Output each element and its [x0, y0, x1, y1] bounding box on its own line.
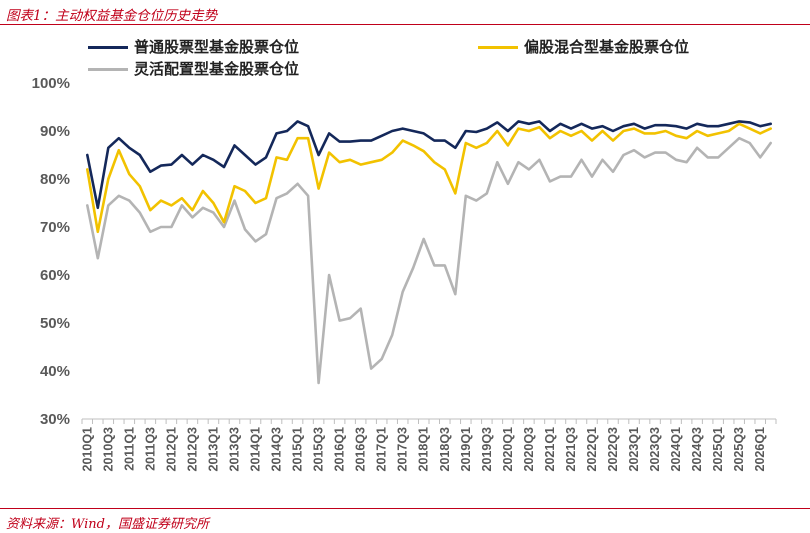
x-axis: 2010Q1 2010Q3 2011Q1 2011Q3 2012Q1 2012Q3 2013… — [80, 418, 777, 472]
x-tick-label: 2018Q3 — [438, 427, 452, 472]
y-axis: 30% 40% 50% 60% 70% 80% 90% 100% — [32, 75, 70, 428]
x-tick-label: 2013Q1 — [206, 427, 220, 472]
x-tick-label: 2012Q1 — [164, 427, 178, 472]
x-tick-label: 2023Q3 — [648, 427, 662, 472]
legend-label-s1: 普通股票型基金股票仓位 — [134, 38, 300, 56]
x-tick-label: 2018Q1 — [417, 427, 431, 472]
series-line-3 — [86, 136, 773, 385]
x-tick-label: 2012Q3 — [185, 427, 199, 472]
legend-swatch-s3 — [88, 68, 128, 71]
x-tick-label: 2023Q1 — [627, 427, 641, 472]
x-tick-label: 2011Q1 — [122, 427, 136, 471]
y-tick-label: 40% — [40, 363, 70, 380]
series-line-2 — [86, 122, 773, 234]
legend-swatch-s1 — [88, 46, 128, 49]
y-tick-label: 90% — [40, 123, 70, 140]
y-tick-label: 80% — [40, 171, 70, 188]
x-tick-label: 2024Q3 — [690, 427, 704, 472]
x-tick-label: 2020Q1 — [501, 427, 515, 472]
y-tick-label: 60% — [40, 267, 70, 284]
legend-label-s3: 灵活配置型基金股票仓位 — [134, 60, 300, 78]
x-tick-label: 2010Q3 — [101, 427, 115, 472]
x-tick-label: 2021Q1 — [543, 427, 557, 472]
x-tick-label: 2025Q1 — [711, 427, 725, 472]
x-tick-label: 2011Q3 — [143, 427, 157, 471]
y-tick-label: 100% — [32, 75, 70, 92]
x-tick-label: 2015Q3 — [312, 427, 326, 472]
x-tick-label: 2015Q1 — [291, 427, 305, 472]
x-tick-label: 2016Q3 — [354, 427, 368, 472]
header-rule — [0, 24, 810, 25]
y-tick-label: 30% — [40, 411, 70, 428]
x-tick-label: 2021Q3 — [564, 427, 578, 472]
legend-item-s3: 灵活配置型基金股票仓位 — [88, 58, 299, 79]
x-tick-label: 2022Q3 — [606, 427, 620, 472]
x-tick-label: 2010Q1 — [80, 427, 94, 472]
legend-item-s2: 偏股混合型基金股票仓位 — [478, 36, 689, 57]
x-tick-label: 2019Q1 — [459, 427, 473, 472]
series-line-1 — [86, 120, 773, 210]
legend-item-s1: 普通股票型基金股票仓位 — [88, 36, 299, 57]
x-tick-label: 2014Q1 — [249, 427, 263, 472]
figure-title: 图表1：主动权益基金仓位历史走势 — [6, 8, 218, 24]
x-tick-label: 2013Q3 — [227, 427, 241, 472]
x-tick-label: 2017Q3 — [396, 427, 410, 472]
legend-swatch-s2 — [478, 46, 518, 49]
legend-label-s2: 偏股混合型基金股票仓位 — [524, 38, 690, 56]
line-chart: 30%40%50%60%70%80%90%100% 2010Q1 2010Q3 20… — [32, 75, 777, 472]
x-tick-label: 2026Q1 — [753, 427, 767, 472]
x-tick-label: 2022Q1 — [585, 427, 599, 472]
x-tick-label: 2016Q1 — [333, 427, 347, 472]
x-tick-label: 2019Q3 — [480, 427, 494, 472]
x-tick-label: 2020Q3 — [522, 427, 536, 472]
footer-rule — [0, 508, 810, 509]
y-tick-label: 50% — [40, 315, 70, 332]
x-tick-label: 2014Q3 — [270, 427, 284, 472]
x-tick-label: 2017Q1 — [375, 427, 389, 472]
source-note: 资料来源：Wind，国盛证券研究所 — [6, 517, 209, 532]
x-tick-label: 2025Q3 — [732, 427, 746, 472]
x-tick-label: 2024Q1 — [669, 427, 683, 472]
y-tick-label: 70% — [40, 219, 70, 236]
series-lines — [86, 120, 773, 385]
